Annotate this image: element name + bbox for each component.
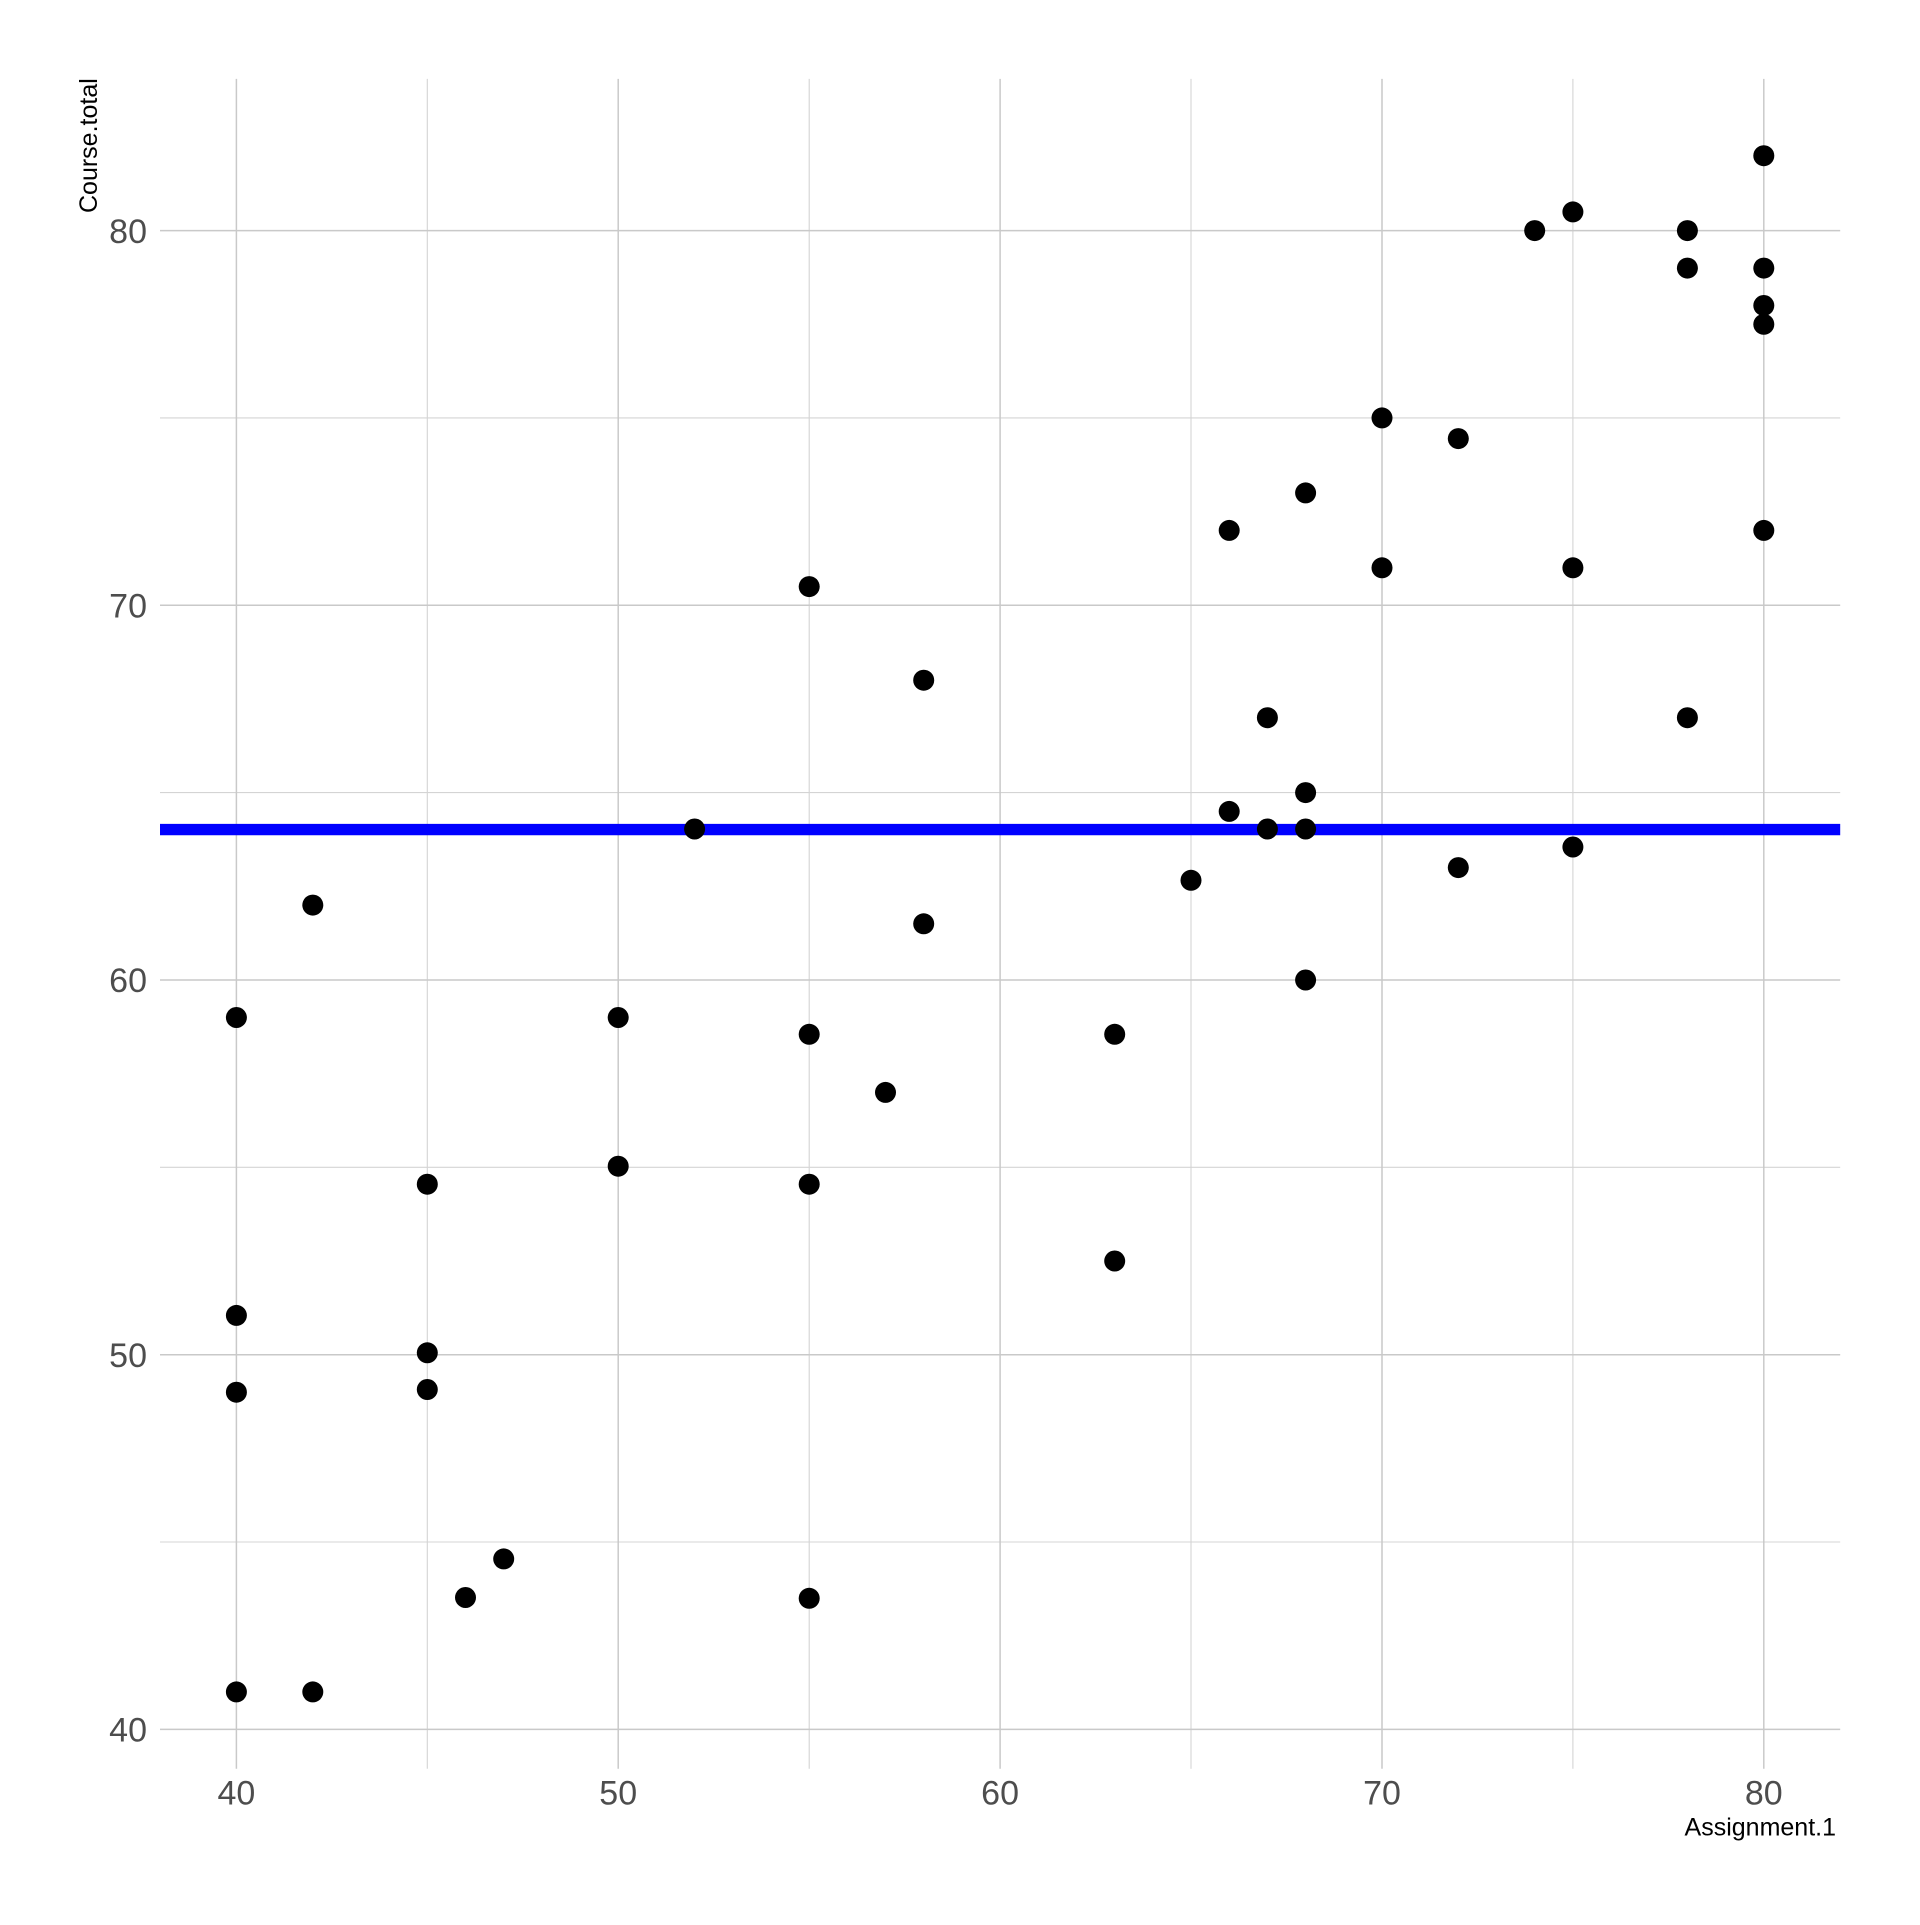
svg-text:50: 50	[599, 1775, 637, 1813]
svg-text:80: 80	[109, 213, 147, 251]
svg-text:60: 60	[109, 962, 147, 1000]
svg-text:80: 80	[1745, 1775, 1783, 1813]
svg-text:50: 50	[109, 1337, 147, 1375]
svg-text:40: 40	[217, 1775, 255, 1813]
svg-text:60: 60	[981, 1775, 1019, 1813]
svg-text:40: 40	[109, 1712, 147, 1750]
svg-text:70: 70	[109, 588, 147, 626]
svg-text:Course.total: Course.total	[75, 78, 103, 213]
svg-text:Assignment.1: Assignment.1	[1685, 1814, 1836, 1842]
svg-text:70: 70	[1363, 1775, 1401, 1813]
